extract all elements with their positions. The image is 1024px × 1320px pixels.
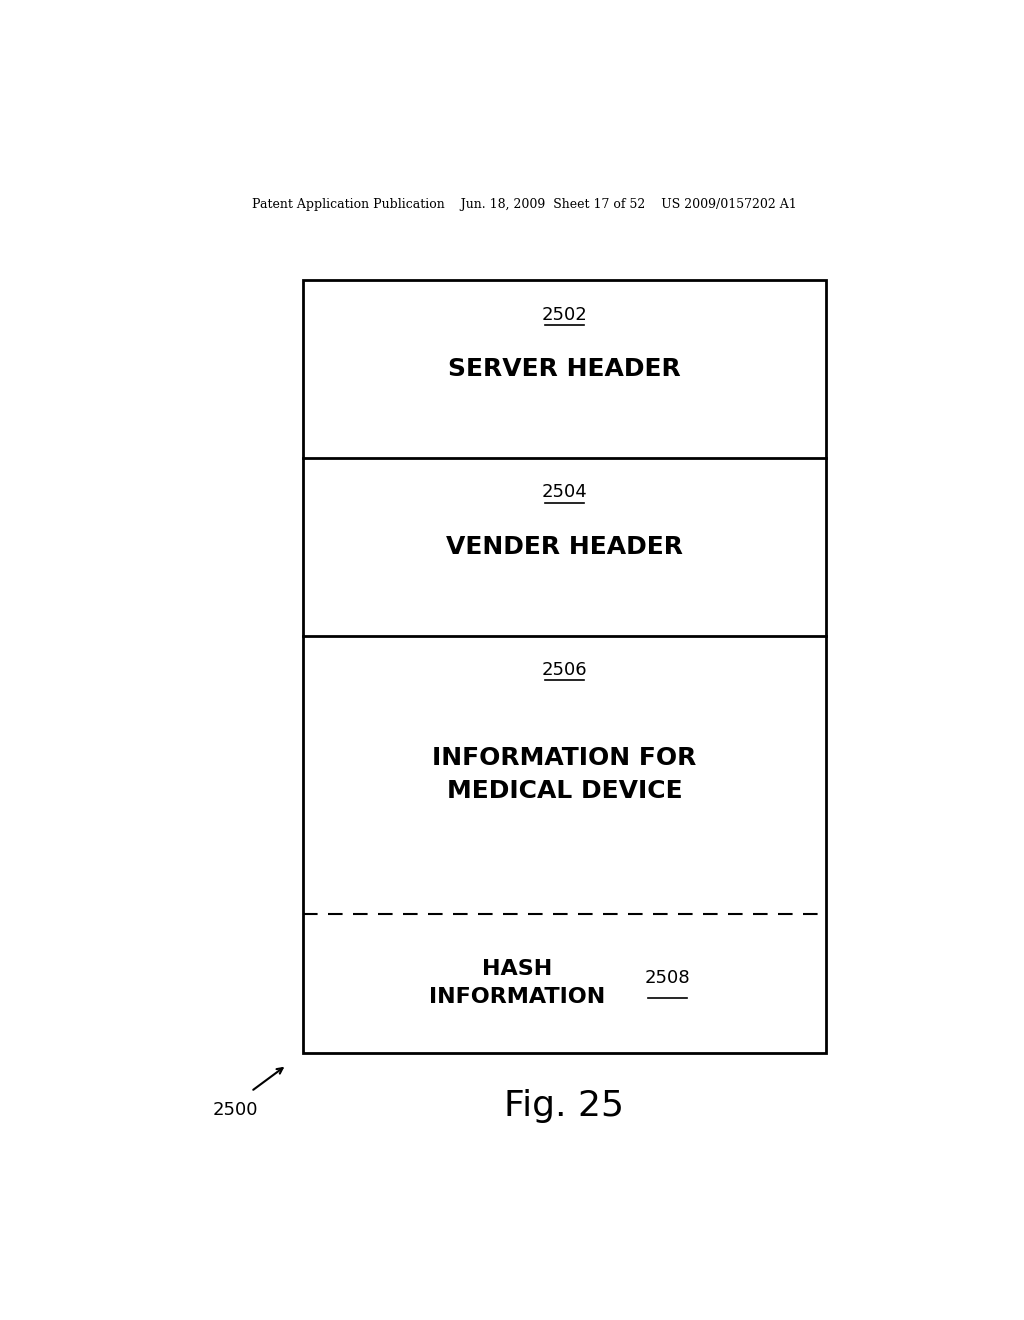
Text: 2500: 2500	[212, 1101, 258, 1118]
Text: 2502: 2502	[542, 306, 588, 323]
Text: SERVER HEADER: SERVER HEADER	[449, 358, 681, 381]
Text: 2508: 2508	[645, 969, 690, 987]
Text: Patent Application Publication    Jun. 18, 2009  Sheet 17 of 52    US 2009/01572: Patent Application Publication Jun. 18, …	[253, 198, 797, 211]
Text: INFORMATION FOR
MEDICAL DEVICE: INFORMATION FOR MEDICAL DEVICE	[432, 746, 696, 804]
Text: 2504: 2504	[542, 483, 588, 502]
Text: HASH
INFORMATION: HASH INFORMATION	[429, 960, 605, 1007]
Bar	[303, 280, 826, 1053]
Text: Fig. 25: Fig. 25	[505, 1089, 625, 1123]
Text: 2506: 2506	[542, 661, 588, 678]
Text: VENDER HEADER: VENDER HEADER	[446, 535, 683, 558]
